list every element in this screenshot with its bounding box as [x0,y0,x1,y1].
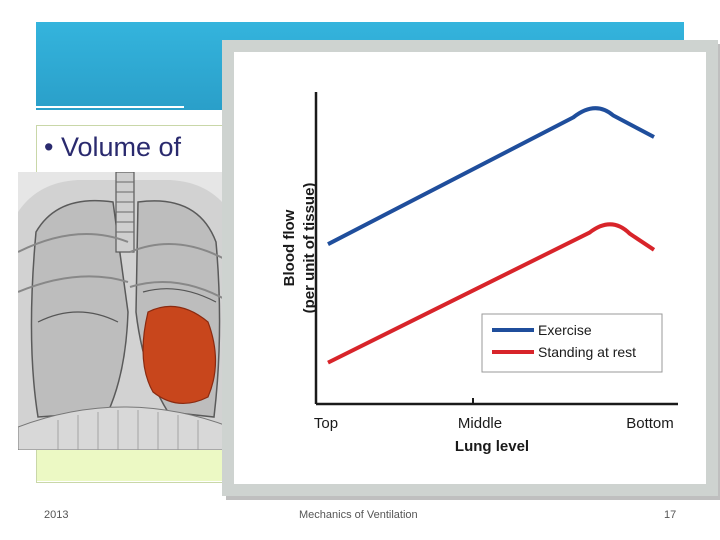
footer-year: 2013 [44,509,69,521]
series-line-exercise [327,106,655,246]
header-divider [36,106,184,108]
lung-illustration [18,172,230,450]
chart-frame: Blood flow (per unit of tissue) Top Midd… [222,40,718,496]
bullet-text: • Volume of [44,132,182,162]
left-lung-shape [30,199,129,418]
legend-label-rest: Standing at rest [538,344,636,360]
legend-label-exercise: Exercise [538,322,592,338]
heart-shape [142,305,217,404]
legend: Exercise Standing at rest [481,313,663,373]
x-tick-label-top: Top [314,415,338,432]
series-line-standing-at-rest [327,222,656,365]
x-tick-label-bottom: Bottom [626,415,674,432]
y-axis-label-line2: (per unit of tissue) [301,183,318,314]
x-axis-label: Lung level [455,438,529,455]
blood-flow-chart: Blood flow (per unit of tissue) Top Midd… [281,92,678,455]
y-axis-label-line1: Blood flow [281,209,298,286]
chart-panel: Blood flow (per unit of tissue) Top Midd… [234,52,706,484]
x-tick-label-middle: Middle [458,415,502,432]
footer-page-number: 17 [664,509,677,521]
legend-box [481,313,663,373]
footer-title: Mechanics of Ventilation [299,509,418,521]
